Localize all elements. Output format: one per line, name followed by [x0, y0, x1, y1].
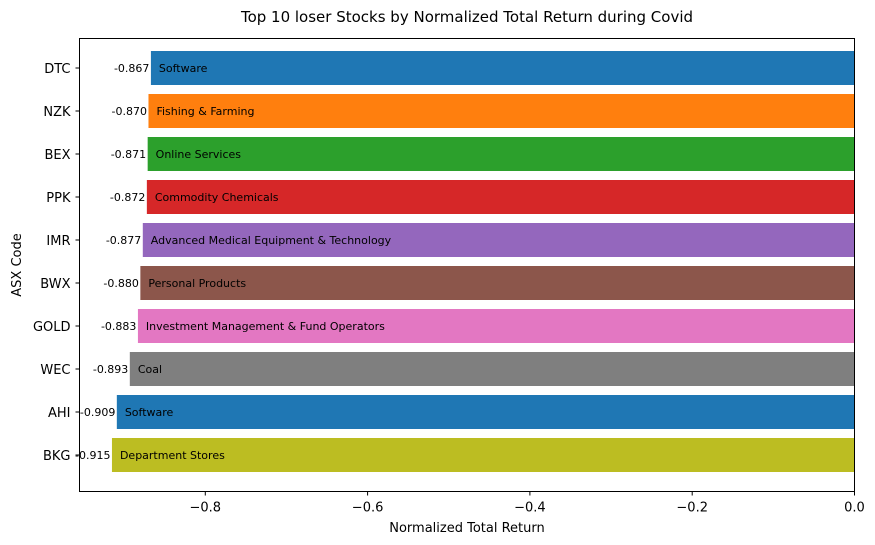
x-tick-label: −0.4	[514, 501, 546, 516]
value-label-ahi: -0.909	[80, 406, 115, 419]
value-label-wec: -0.893	[93, 363, 128, 376]
plot-frame	[79, 38, 855, 492]
y-axis-label: ASX Code	[10, 233, 25, 296]
bar-ppk	[146, 180, 855, 214]
y-tick-label-gold: GOLD	[33, 320, 71, 335]
bar-ahi	[116, 395, 855, 429]
sector-label-nzk: Fishing & Farming	[156, 105, 254, 118]
chart-title: Top 10 loser Stocks by Normalized Total …	[240, 8, 693, 26]
y-tick-label-ahi: AHI	[48, 406, 71, 421]
sector-label-wec: Coal	[138, 363, 162, 376]
sector-label-imr: Advanced Medical Equipment & Technology	[151, 234, 392, 247]
y-axis-ticks: DTC NZK BEX PPK IMR BWX GOLD WEC AHI BKG	[33, 62, 80, 464]
y-tick-label-wec: WEC	[40, 363, 70, 378]
x-axis-ticks: −0.8 −0.6 −0.4 −0.2 0.0	[189, 491, 865, 516]
bar-nzk	[148, 94, 855, 128]
value-label-dtc: -0.867	[114, 62, 149, 75]
sector-label-bkg: Department Stores	[120, 449, 225, 462]
sector-label-gold: Investment Management & Fund Operators	[146, 320, 385, 333]
x-tick-label: −0.6	[352, 501, 384, 516]
value-label-ppk: -0.872	[110, 191, 145, 204]
y-tick-label-nzk: NZK	[43, 105, 71, 120]
y-tick-label-bkg: BKG	[43, 449, 71, 464]
bar-labels-group: -0.867 Software -0.870 Fishing & Farming -0.…	[75, 62, 392, 462]
bar-gold	[137, 309, 855, 343]
bar-imr	[142, 223, 855, 257]
x-tick-label: −0.2	[676, 501, 708, 516]
y-tick-label-bex: BEX	[44, 148, 70, 163]
bar-dtc	[150, 51, 855, 85]
y-tick-label-dtc: DTC	[44, 62, 70, 77]
bars-group	[111, 51, 855, 472]
value-label-bex: -0.871	[111, 148, 146, 161]
sector-label-ahi: Software	[125, 406, 174, 419]
bar-bwx	[140, 266, 855, 300]
x-tick-label: −0.8	[189, 501, 221, 516]
value-label-bkg: -0.915	[75, 449, 110, 462]
value-label-imr: -0.877	[106, 234, 141, 247]
value-label-nzk: -0.870	[112, 105, 147, 118]
bar-bex	[147, 137, 855, 171]
x-tick-label: 0.0	[844, 501, 865, 516]
x-axis-label: Normalized Total Return	[389, 521, 545, 536]
sector-label-dtc: Software	[159, 62, 208, 75]
y-tick-label-ppk: PPK	[46, 191, 71, 206]
y-tick-label-bwx: BWX	[40, 277, 70, 292]
bar-bkg	[111, 438, 855, 472]
sector-label-bwx: Personal Products	[148, 277, 246, 290]
sector-label-ppk: Commodity Chemicals	[155, 191, 279, 204]
y-tick-label-imr: IMR	[46, 234, 70, 249]
bar-wec	[129, 352, 855, 386]
sector-label-bex: Online Services	[156, 148, 242, 161]
value-label-bwx: -0.880	[103, 277, 138, 290]
value-label-gold: -0.883	[101, 320, 136, 333]
